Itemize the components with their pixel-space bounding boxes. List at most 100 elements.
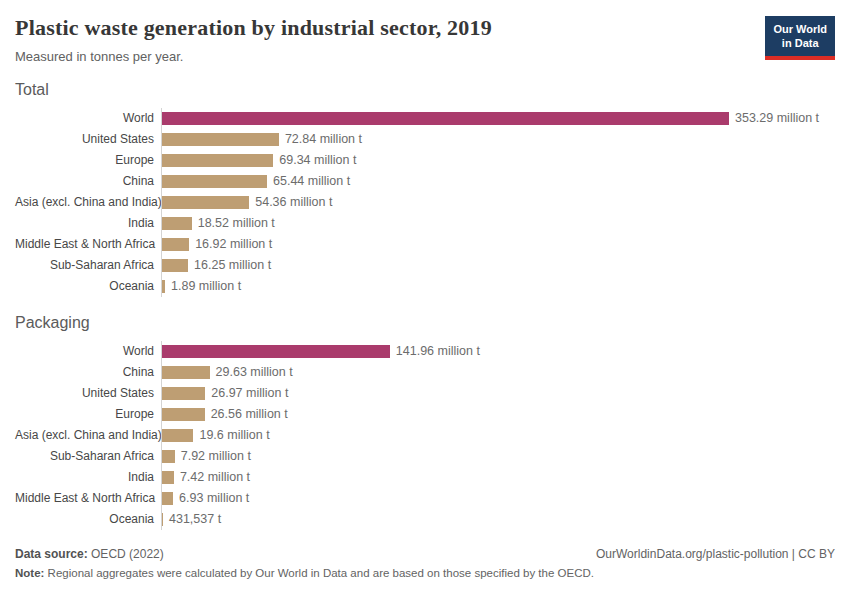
bar-row: Europe 26.56 million t — [15, 404, 835, 425]
data-source-label: Data source: — [15, 547, 88, 561]
bar[interactable] — [162, 280, 165, 293]
bar-row: United States72.84 million t — [15, 129, 835, 150]
category-label: Europe — [15, 407, 161, 421]
category-label: Sub-Saharan Africa — [15, 449, 161, 463]
bar-row: Asia (excl. China and India) 54.36 millio… — [15, 192, 835, 213]
bar-track: 69.34 million t — [161, 150, 835, 171]
bar[interactable] — [162, 429, 193, 442]
note-value: Regional aggregates were calculated by O… — [44, 567, 594, 579]
bar-track: 26.56 million t — [161, 404, 835, 425]
value-label: 1.89 million t — [171, 279, 241, 293]
bar-track: 7.42 million t — [161, 467, 835, 488]
bar-track: 72.84 million t — [161, 129, 835, 150]
category-label: Middle East & North Africa — [15, 491, 161, 505]
category-label: China — [15, 174, 161, 188]
bar[interactable] — [162, 471, 174, 484]
data-source-value: OECD (2022) — [88, 547, 164, 561]
bar[interactable] — [162, 112, 729, 125]
category-label: Europe — [15, 153, 161, 167]
value-label: 69.34 million t — [279, 153, 356, 167]
bar-track: 16.92 million t — [161, 234, 835, 255]
header: Plastic waste generation by industrial s… — [15, 14, 835, 64]
bar[interactable] — [162, 133, 279, 146]
bar[interactable] — [162, 366, 210, 379]
value-label: 16.92 million t — [195, 237, 272, 251]
footer: Data source: OECD (2022) OurWorldinData.… — [15, 547, 835, 579]
value-label: 26.56 million t — [211, 407, 288, 421]
bar[interactable] — [162, 217, 192, 230]
bar[interactable] — [162, 492, 173, 505]
chart-page: Plastic waste generation by industrial s… — [0, 0, 850, 600]
category-label: India — [15, 470, 161, 484]
category-label: China — [15, 365, 161, 379]
owid-logo[interactable]: Our World in Data — [765, 16, 835, 60]
bar-track: 6.93 million t — [161, 488, 835, 509]
section-heading-packaging: Packaging — [15, 314, 835, 332]
bar[interactable] — [162, 387, 205, 400]
bar[interactable] — [162, 259, 188, 272]
bar-row: United States 26.97 million t — [15, 383, 835, 404]
bar-track: 353.29 million t — [161, 108, 835, 129]
category-label: Sub-Saharan Africa — [15, 258, 161, 272]
note-label: Note: — [15, 567, 44, 579]
footer-note-row: Note: Regional aggregates were calculate… — [15, 567, 835, 579]
bar-row: China29.63 million t — [15, 362, 835, 383]
bar-row: Oceania 431,537 t — [15, 509, 835, 530]
bar-row: Asia (excl. China and India)19.6 million… — [15, 425, 835, 446]
section-heading-total: Total — [15, 81, 835, 99]
value-label: 6.93 million t — [179, 491, 249, 505]
bar-row: India 7.42 million t — [15, 467, 835, 488]
category-label: United States — [15, 386, 161, 400]
value-label: 26.97 million t — [211, 386, 288, 400]
footer-source-row: Data source: OECD (2022) OurWorldinData.… — [15, 547, 835, 561]
owid-logo-line1: Our World — [773, 23, 827, 37]
category-label: Oceania — [15, 512, 161, 526]
bar-track: 19.6 million t — [161, 425, 835, 446]
value-label: 7.92 million t — [181, 449, 251, 463]
bar[interactable] — [162, 345, 390, 358]
bar-track: 65.44 million t — [161, 171, 835, 192]
page-title: Plastic waste generation by industrial s… — [15, 14, 492, 42]
bar[interactable] — [162, 513, 163, 526]
bar-row: World 353.29 million t — [15, 108, 835, 129]
header-text: Plastic waste generation by industrial s… — [15, 14, 492, 64]
bar-row: India18.52 million t — [15, 213, 835, 234]
category-label: United States — [15, 132, 161, 146]
value-label: 65.44 million t — [273, 174, 350, 188]
bar-track: 141.96 million t — [161, 341, 835, 362]
value-label: 18.52 million t — [198, 216, 275, 230]
bar-row: World 141.96 million t — [15, 341, 835, 362]
value-label: 141.96 million t — [396, 344, 480, 358]
bar[interactable] — [162, 196, 249, 209]
value-label: 431,537 t — [169, 512, 221, 526]
category-label: Oceania — [15, 279, 161, 293]
category-label: Middle East & North Africa — [15, 237, 161, 251]
bar-track: 26.97 million t — [161, 383, 835, 404]
data-source: Data source: OECD (2022) — [15, 547, 164, 561]
bar-chart-packaging: World 141.96 million t China29.63 million … — [15, 341, 835, 530]
value-label: 7.42 million t — [180, 470, 250, 484]
citation-link[interactable]: OurWorldinData.org/plastic-pollution | C… — [596, 547, 835, 561]
bar-row: China 65.44 million t — [15, 171, 835, 192]
bar-track: 18.52 million t — [161, 213, 835, 234]
owid-logo-line2: in Data — [773, 37, 827, 51]
bar-row: Middle East & North Africa 16.92 million … — [15, 234, 835, 255]
category-label: World — [15, 344, 161, 358]
value-label: 54.36 million t — [255, 195, 332, 209]
bar[interactable] — [162, 408, 205, 421]
category-label: Asia (excl. China and India) — [15, 428, 161, 442]
category-label: World — [15, 111, 161, 125]
bar-track: 1.89 million t — [161, 276, 835, 297]
bar-row: Sub-Saharan Africa 7.92 million t — [15, 446, 835, 467]
bar[interactable] — [162, 238, 189, 251]
bar[interactable] — [162, 154, 273, 167]
value-label: 353.29 million t — [735, 111, 819, 125]
bar-track: 16.25 million t — [161, 255, 835, 276]
bar-row: Europe 69.34 million t — [15, 150, 835, 171]
bar[interactable] — [162, 175, 267, 188]
bar-chart-total: World 353.29 million t United States72.84 … — [15, 108, 835, 297]
bar-track: 7.92 million t — [161, 446, 835, 467]
bar[interactable] — [162, 450, 175, 463]
bar-row: Oceania 1.89 million t — [15, 276, 835, 297]
category-label: Asia (excl. China and India) — [15, 195, 161, 209]
